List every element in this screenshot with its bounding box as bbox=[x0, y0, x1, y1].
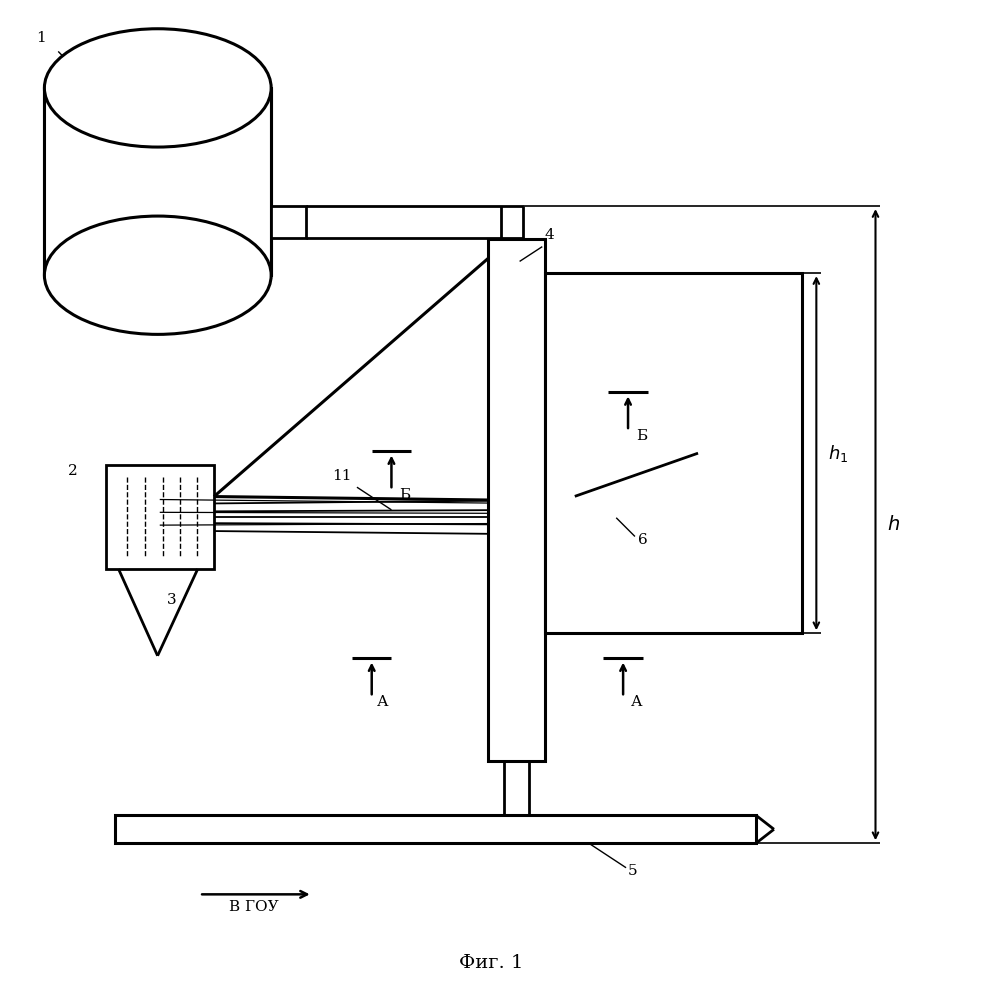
Bar bbox=[488, 239, 546, 761]
Text: 2: 2 bbox=[68, 464, 78, 478]
Text: $h$: $h$ bbox=[888, 515, 900, 534]
Text: 11: 11 bbox=[332, 469, 352, 483]
Ellipse shape bbox=[44, 29, 271, 147]
Text: 4: 4 bbox=[545, 228, 554, 242]
Text: А: А bbox=[376, 695, 388, 709]
Text: А: А bbox=[631, 695, 643, 709]
Text: Фиг. 1: Фиг. 1 bbox=[459, 954, 523, 972]
Text: 1: 1 bbox=[36, 31, 46, 45]
Text: Б: Б bbox=[399, 488, 411, 502]
Bar bbox=[546, 273, 801, 633]
Bar bbox=[105, 465, 214, 569]
Text: В ГОУ: В ГОУ bbox=[229, 900, 278, 914]
Text: Б: Б bbox=[636, 429, 647, 443]
Text: 6: 6 bbox=[638, 533, 648, 547]
Bar bbox=[271, 206, 306, 238]
Text: 3: 3 bbox=[167, 593, 176, 607]
Ellipse shape bbox=[44, 216, 271, 334]
Text: 5: 5 bbox=[628, 864, 638, 878]
Bar bbox=[115, 815, 756, 843]
Bar bbox=[44, 88, 271, 275]
Text: $h_1$: $h_1$ bbox=[828, 443, 848, 464]
Bar bbox=[46, 88, 269, 275]
